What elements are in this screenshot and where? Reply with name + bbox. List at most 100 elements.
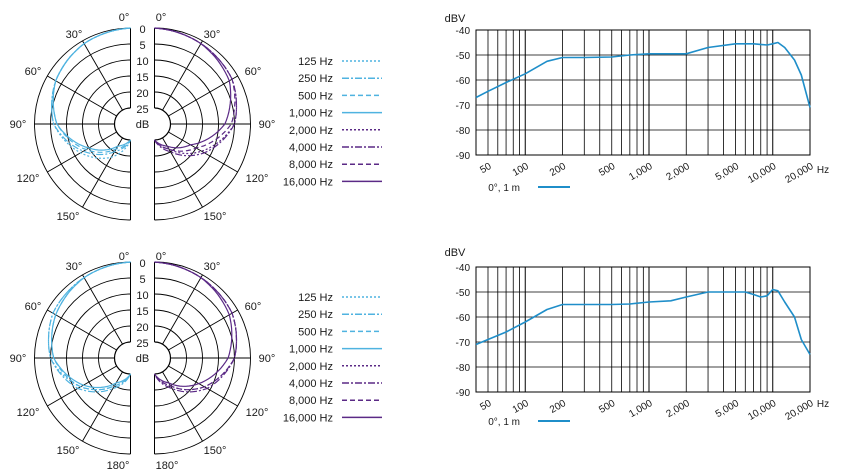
- legend-top: 125 Hz 250 Hz 500 Hz 1,000 Hz 2,000 Hz 4,000 …: [283, 56, 382, 188]
- angle-label-150-left: 150°: [57, 211, 80, 223]
- angle-label-30-right: 30°: [204, 261, 221, 273]
- angle-label-150-right: 150°: [204, 211, 227, 223]
- polar-spoke: [47, 309, 117, 351]
- x-tick-label: 5,000: [714, 161, 742, 183]
- legend-label: 16,000 Hz: [283, 176, 333, 188]
- polar-spoke: [168, 75, 238, 117]
- polar-curve-1000hz: [52, 27, 131, 151]
- ring-label-0: 0: [139, 258, 145, 270]
- polar-spoke: [162, 40, 203, 111]
- x-tick-label: 20,000: [784, 161, 816, 186]
- angle-label-60-right: 60°: [245, 66, 262, 78]
- y-tick-label: -90: [456, 151, 471, 162]
- x-tick-label: 200: [548, 398, 568, 416]
- polar-ring: [113, 341, 131, 375]
- response-curve: [475, 41, 811, 108]
- x-tick-label: 10,000: [746, 161, 778, 186]
- legend-label: 500 Hz: [298, 90, 333, 102]
- ring-label-20: 20: [136, 322, 148, 334]
- angle-label-30-left: 30°: [66, 261, 83, 273]
- y-axis-label: dBV: [445, 247, 466, 259]
- polar-curve-1000hz: [50, 261, 131, 389]
- polar-plot-bottom: 0° 0° 30° 30° 60° 60° 90° 90° 120° 120° …: [10, 251, 276, 472]
- polar-spoke: [47, 365, 117, 407]
- ring-label-5: 5: [139, 40, 145, 52]
- polar-spoke: [82, 274, 123, 345]
- polar-spoke: [47, 75, 117, 117]
- x-tick-label: 200: [548, 161, 568, 179]
- ring-label-0: 0: [139, 24, 145, 36]
- x-tick-label: 10,000: [746, 398, 778, 423]
- x-tick-label: 5,000: [714, 398, 742, 420]
- legend-label: 8,000 Hz: [289, 395, 333, 407]
- polar-curve-2000hz: [153, 261, 238, 391]
- response-curve: [475, 288, 811, 355]
- legend-label: 2,000 Hz: [289, 125, 333, 137]
- x-tick-label: 100: [511, 398, 531, 416]
- y-tick-label: -70: [456, 338, 471, 349]
- polar-curve-8000hz: [154, 27, 236, 152]
- polar-curve-125hz: [50, 27, 132, 159]
- polar-ring: [154, 107, 172, 141]
- polar-curves: [47, 261, 238, 393]
- polar-spoke: [168, 309, 238, 351]
- y-tick-label: -50: [456, 51, 471, 62]
- legend-label: 1,000 Hz: [289, 108, 333, 120]
- angle-label-120-right: 120°: [246, 407, 269, 419]
- legend-bottom: 125 Hz 250 Hz 500 Hz 1,000 Hz 2,000 Hz 4,000 …: [283, 292, 382, 424]
- x-tick-label: 1,000: [627, 398, 655, 420]
- legend-label: 16,000 Hz: [283, 412, 333, 424]
- ring-label-15: 15: [136, 72, 148, 84]
- legend-label: 8,000 Hz: [289, 159, 333, 171]
- polar-spoke: [168, 131, 238, 173]
- angle-label-120-left: 120°: [17, 173, 40, 185]
- x-tick-label: 2,000: [665, 398, 693, 420]
- angle-label-180-right: 180°: [156, 460, 179, 472]
- y-axis-label: dBV: [445, 13, 466, 25]
- y-tick-label: -40: [456, 26, 471, 37]
- y-tick-label: -60: [456, 76, 471, 87]
- legend-label: 4,000 Hz: [289, 142, 333, 154]
- polar-curve-4000hz: [153, 27, 238, 157]
- series-legend-label: 0°, 1 m: [488, 183, 520, 194]
- x-tick-label: 2,000: [665, 161, 693, 183]
- frequency-response-top: -40 -50 -60 -70 -80 -90 50 100 200 500 1,000 2,000 5…: [445, 13, 830, 194]
- polar-curve-8000hz: [153, 261, 238, 391]
- angle-label-90-left: 90°: [10, 353, 27, 365]
- legend-label: 125 Hz: [298, 292, 333, 304]
- legend-label: 125 Hz: [298, 56, 333, 68]
- x-tick-label: 500: [597, 161, 617, 179]
- y-tick-label: -80: [456, 363, 471, 374]
- angle-label-0-right: 0°: [156, 12, 167, 24]
- polar-spoke: [168, 365, 238, 407]
- legend-label: 2,000 Hz: [289, 361, 333, 373]
- y-tick-label: -80: [456, 126, 471, 137]
- angle-label-60-left: 60°: [25, 301, 42, 313]
- y-tick-label: -40: [456, 263, 471, 274]
- ring-label-10: 10: [136, 290, 148, 302]
- angle-label-90-left: 90°: [10, 119, 27, 131]
- y-tick-label: -60: [456, 313, 471, 324]
- angle-label-30-right: 30°: [204, 29, 221, 41]
- ring-label-10: 10: [136, 56, 148, 68]
- ring-label-25: 25: [136, 104, 148, 116]
- grid: -40 -50 -60 -70 -80 -90 50 100 200 500 1,000 2,000 5…: [456, 26, 816, 186]
- frequency-response-bottom: -40 -50 -60 -70 -80 -90 50 100 200 500 1,000 2,000 5…: [445, 247, 830, 428]
- polar-spoke: [162, 137, 203, 208]
- y-tick-label: -90: [456, 388, 471, 399]
- polar-spoke: [162, 274, 203, 345]
- y-tick-label: -70: [456, 101, 471, 112]
- angle-label-0-left: 0°: [119, 12, 130, 24]
- angle-label-120-left: 120°: [17, 407, 40, 419]
- x-tick-label: 50: [478, 161, 494, 176]
- angle-label-120-right: 120°: [246, 173, 269, 185]
- legend-label: 250 Hz: [298, 309, 333, 321]
- polar-spoke: [47, 131, 117, 173]
- db-label: dB: [136, 119, 149, 131]
- angle-label-60-left: 60°: [25, 66, 42, 78]
- angle-label-150-left: 150°: [57, 445, 80, 457]
- legend-label: 4,000 Hz: [289, 378, 333, 390]
- x-tick-label: 1,000: [627, 161, 655, 183]
- x-tick-label: 20,000: [784, 398, 816, 423]
